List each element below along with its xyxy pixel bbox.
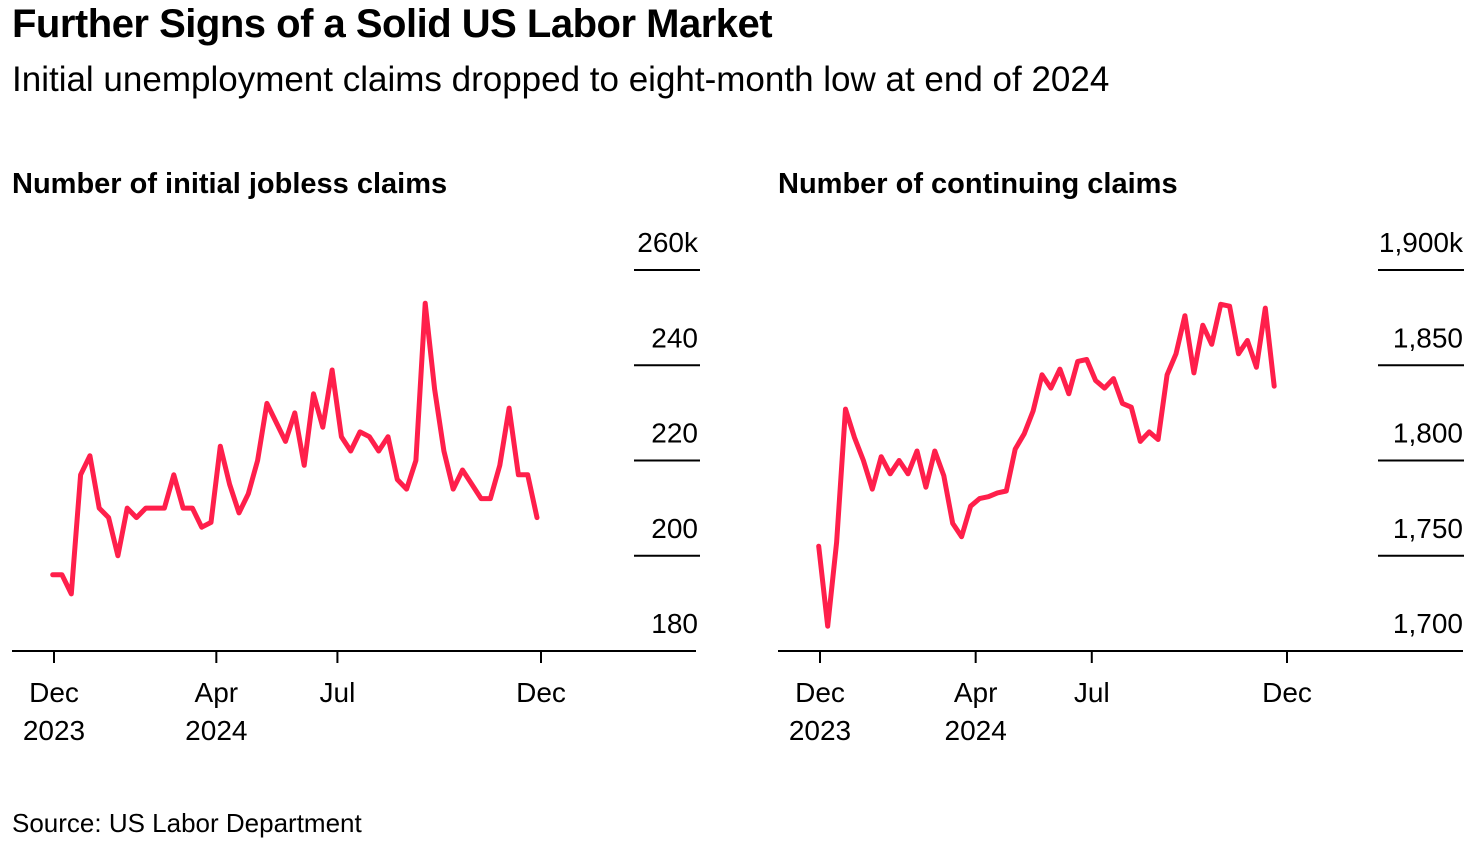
x-tick-label: 2023 (789, 715, 851, 746)
y-tick-label: 1,850 (1393, 322, 1463, 353)
y-tick-label: 1,700 (1393, 608, 1463, 639)
y-tick-label: 1,900k (1379, 227, 1464, 258)
x-tick-label: Dec (795, 677, 845, 708)
y-tick-label: 180 (651, 608, 698, 639)
x-tick-label: Apr (954, 677, 998, 708)
x-tick-label: Dec (516, 677, 566, 708)
x-tick-label: Apr (195, 677, 239, 708)
y-tick-label: 260k (637, 227, 699, 258)
x-tick-label: Dec (29, 677, 79, 708)
y-tick-label: 240 (651, 322, 698, 353)
x-tick-label: 2023 (23, 715, 85, 746)
y-tick-label: 1,750 (1393, 513, 1463, 544)
series-line (50, 300, 540, 597)
panel-title: Number of initial jobless claims (12, 168, 447, 200)
x-tick-label: 2024 (185, 715, 247, 746)
x-tick-label: Jul (320, 677, 356, 708)
series-line (816, 301, 1277, 629)
y-tick-label: 200 (651, 513, 698, 544)
x-tick-label: Jul (1074, 677, 1110, 708)
x-tick-label: Dec (1262, 677, 1312, 708)
y-tick-label: 220 (651, 418, 698, 449)
panel-title: Number of continuing claims (778, 168, 1178, 200)
source-note: Source: US Labor Department (12, 808, 362, 838)
chart-subtitle: Initial unemployment claims dropped to e… (12, 60, 1110, 99)
y-tick-label: 1,800 (1393, 418, 1463, 449)
x-tick-label: 2024 (945, 715, 1007, 746)
chart-title: Further Signs of a Solid US Labor Market (12, 2, 773, 46)
